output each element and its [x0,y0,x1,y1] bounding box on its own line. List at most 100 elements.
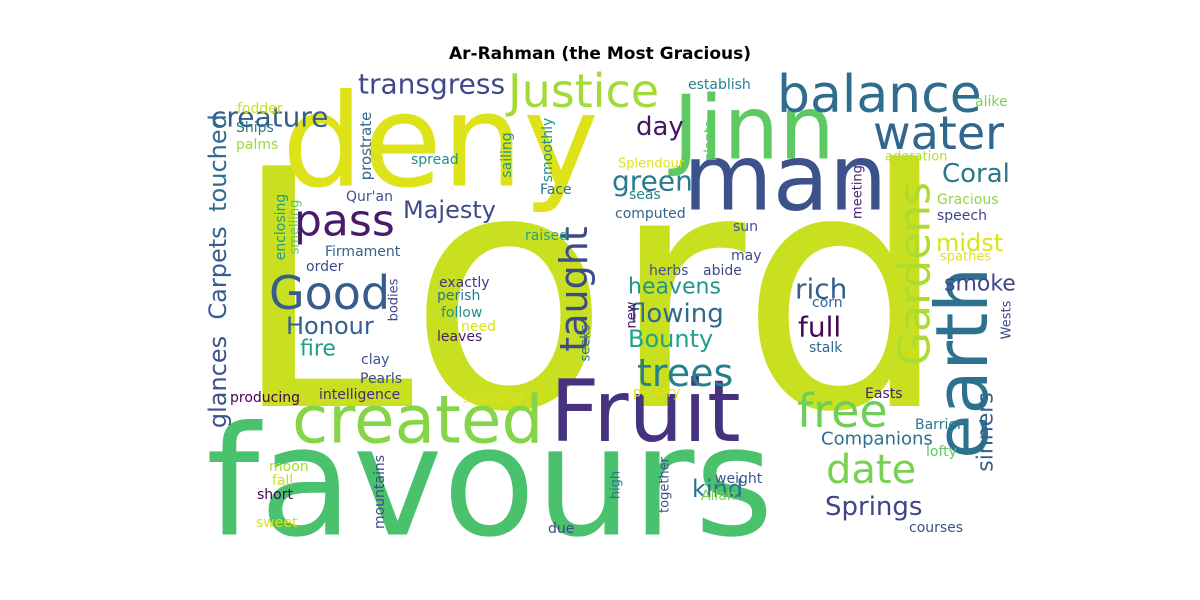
word-enclosing: enclosing [273,194,289,261]
word-sounding: sounding [463,392,523,407]
word-kind: kind [692,475,743,503]
word-midst: midst [936,229,1003,257]
word-majesty: Majesty [403,196,496,224]
word-bounty: Bounty [628,325,713,353]
word-intelligence: intelligence [319,387,400,403]
word-high: high [609,471,624,499]
word-splendour: Splendour [618,157,685,172]
word-transgress: transgress [358,68,505,101]
word-weight: weight [715,471,763,487]
word-seas: seas [629,187,661,203]
word-day: day [636,112,684,142]
word-glances: glances [204,336,232,428]
word-abide: abide [703,263,742,279]
word-trees: trees [637,351,733,395]
word-pass: pass [294,196,395,247]
word-together: together [658,456,673,513]
word-good: Good [269,266,390,320]
word-creature: creature [211,101,329,134]
word-producing: producing [230,390,300,406]
word-may: may [731,248,762,264]
word-sun: sun [733,219,758,235]
word-face: Face [540,182,572,198]
word-bodies: bodies [387,278,402,321]
word-corn: corn [812,295,843,311]
word-full: full [798,311,841,344]
word-smoke: smoke [944,272,1016,297]
word-firmament: Firmament [325,244,401,260]
word-fruit: Fruit [550,362,741,462]
word-justice: Justice [505,64,659,118]
word-deny: deny [282,68,599,217]
word-man: man [683,125,887,232]
word-balance: balance [777,65,982,125]
word-moon: moon [269,459,309,475]
word-flowing: flowing [630,299,724,329]
word-seeks: seeks [579,324,594,361]
word-heavens: heavens [628,275,721,300]
word-lofty: lofty [926,444,957,460]
word-easts: Easts [865,386,903,402]
word-ships: Ships [236,120,274,136]
word-coral: Coral [942,159,1010,189]
word-gardens: Gardens [890,182,941,366]
word-need: need [461,319,496,335]
word-date: date [826,447,916,493]
word-herbs: herbs [649,263,688,279]
word-touched: touched [204,114,232,212]
word-spathes: spathes [940,250,991,265]
word-follow: follow [441,305,482,321]
word-leaves: leaves [437,329,482,345]
word-sweet: sweet [256,515,298,531]
word-green: green [612,165,693,198]
word-rich: rich [795,273,847,306]
word-raised: raised [525,228,568,244]
word-fire: fire [300,337,336,362]
word-pottery: pottery [633,386,681,401]
word-due: due [548,521,574,537]
word-water: water [873,106,1004,160]
word-prostrate: prostrate [357,112,375,181]
word-free: free [797,384,888,438]
word-taught: taught [552,226,596,351]
word-stalk: stalk [809,340,843,356]
word-establish: establish [688,77,751,93]
word-new: new [625,301,640,328]
word-adoration: adoration [885,150,947,165]
word-lord: Lord [230,100,949,484]
word-order: order [306,259,344,275]
word-computed: computed [615,206,686,222]
word-meeting: meeting [851,165,866,219]
word-courses: courses [909,520,963,536]
word-created: created [292,382,543,459]
word-mountains: mountains [372,455,388,529]
word-palms: palms [236,137,278,153]
word-plants: plants [703,121,718,161]
word-smelling: smelling [288,200,303,255]
word-sailing: sailing [499,132,515,177]
word-wests: Wests [1000,300,1015,339]
word-favours: favours [206,394,774,571]
word-allah: Allah [701,488,736,504]
word-jinn: Jinn [668,77,835,180]
word-fodder: fodder [237,101,283,117]
word-carpets: Carpets [204,226,232,319]
chart-title: Ar-Rahman (the Most Gracious) [448,44,752,64]
word-companions: Companions [821,429,933,450]
word-smoothly: smoothly [540,118,556,183]
word-fall: fall [272,473,293,489]
word-alike: alike [975,94,1008,110]
word-pearls: Pearls [360,371,402,387]
word-earth: earth [920,267,1004,459]
word-barrier: Barrier [915,417,963,433]
word-gracious: Gracious [937,192,999,208]
word-clay: clay [361,352,389,368]
word-speech: speech [937,208,987,224]
word-spread: spread [411,152,459,168]
word-exactly: exactly [439,275,490,291]
word-springs: Springs [825,492,922,522]
word-honour: Honour [286,312,374,340]
word-short: short [257,487,293,503]
word-qur-an: Qur'an [346,189,393,205]
